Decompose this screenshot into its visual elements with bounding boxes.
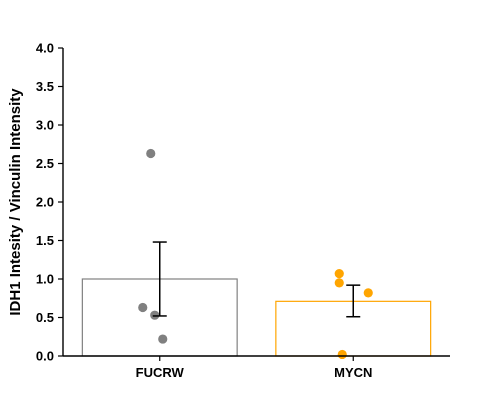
- x-tick-label: FUCRW: [136, 365, 185, 380]
- data-point-fucrw: [150, 310, 160, 320]
- y-tick-label: 4.0: [36, 41, 54, 56]
- error-bars-layer: [152, 241, 361, 318]
- y-tick-label: 1.0: [36, 272, 54, 287]
- data-point-mycn: [363, 288, 373, 298]
- bars-layer: [81, 278, 432, 357]
- y-axis-title: IDH1 Intesity / Vinculin Intensity: [7, 88, 24, 316]
- data-point-mycn: [334, 269, 344, 279]
- y-tick-label: 1.5: [36, 233, 54, 248]
- data-point-fucrw: [158, 334, 168, 344]
- points-layer: [138, 148, 373, 360]
- y-tick-label: 2.5: [36, 156, 54, 171]
- data-point-mycn: [334, 278, 344, 288]
- y-tick-label: 3.5: [36, 79, 54, 94]
- data-point-fucrw: [138, 302, 148, 313]
- axes-layer: FUCRW MYCN 0.0 0.5 1.0 1.5 2.0 2.5 3.0 3.5 4.0: [36, 41, 450, 380]
- y-tick-label: 2.0: [36, 195, 54, 210]
- data-point-mycn: [337, 349, 347, 360]
- y-tick-label: 0.5: [36, 310, 54, 325]
- y-tick-label: 0.0: [36, 349, 54, 364]
- y-tick-label: 3.0: [36, 118, 54, 133]
- data-point-fucrw: [146, 148, 156, 159]
- x-tick-label: MYCN: [334, 365, 372, 380]
